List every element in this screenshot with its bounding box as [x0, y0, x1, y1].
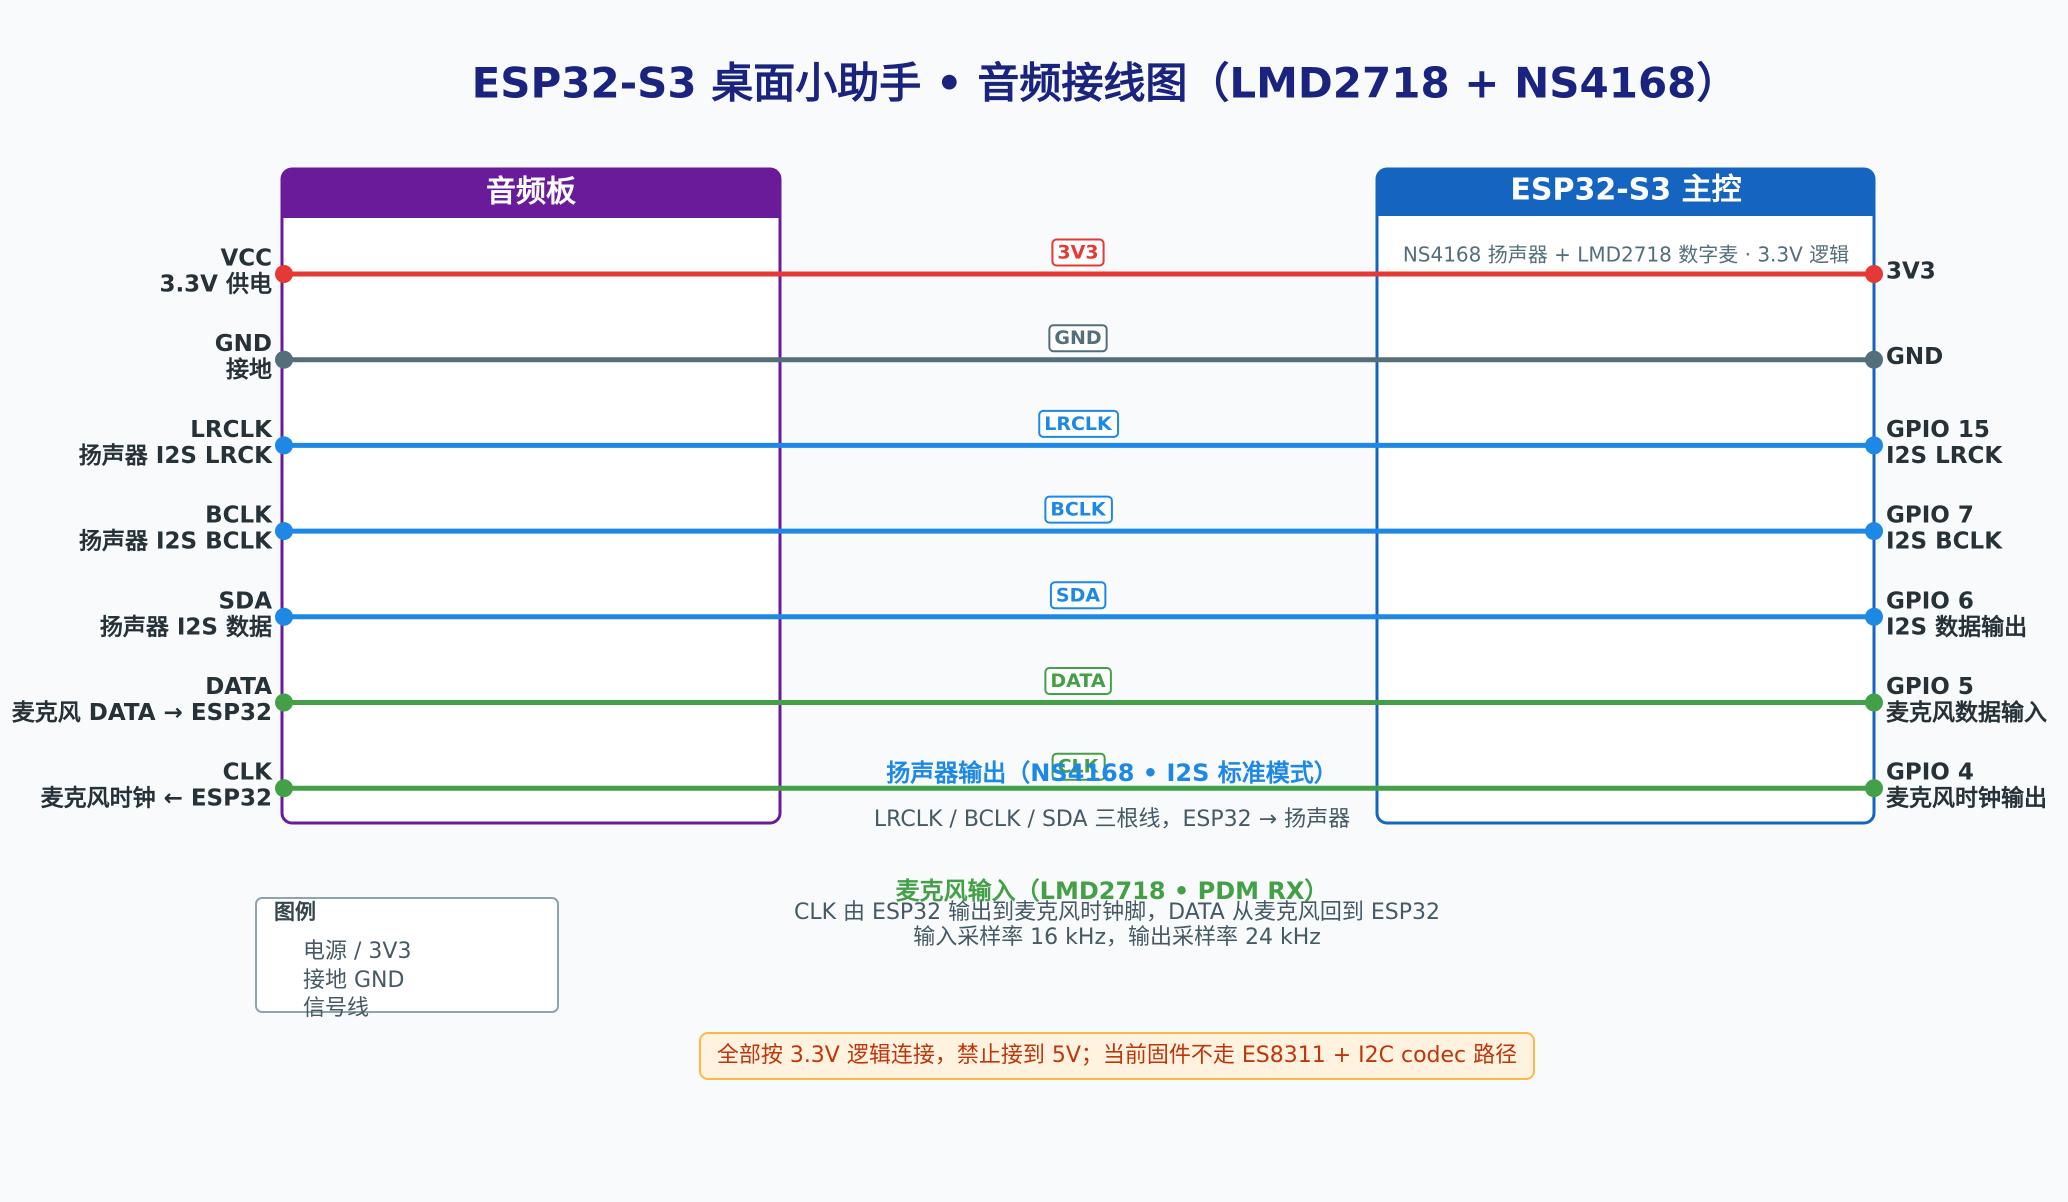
wire-label: 3V3 — [1057, 242, 1098, 264]
wire-label: SDA — [1056, 584, 1100, 606]
wire-label-box — [1048, 324, 1108, 353]
right-pin-desc: I2S 数据输出 — [1886, 613, 2027, 640]
right-title: ESP32-S3 主控 — [1510, 173, 1741, 208]
pin-dot — [275, 265, 293, 283]
pin-dot — [1865, 436, 1883, 455]
speaker-desc: LRCLK / BCLK / SDA 三根线，ESP32 → 扬声器 — [874, 807, 1350, 832]
right-pin-name: 3V3 — [1886, 259, 1936, 285]
pin-dot — [1865, 265, 1883, 283]
wire-label-box — [1051, 752, 1106, 781]
right-pin-desc: I2S LRCK — [1886, 443, 2003, 469]
wire-label-box — [1051, 238, 1105, 267]
left-pin-desc: 3.3V 供电 — [159, 271, 272, 298]
left-pin-name: DATA — [205, 674, 272, 700]
speaker-title: 扬声器输出（NS4168 • I2S 标准模式） — [886, 759, 1338, 787]
pin-dot — [1865, 693, 1883, 712]
left-pin-desc: 麦克风 DATA → ESP32 — [12, 699, 272, 726]
pin-dot — [1865, 522, 1883, 541]
left-pin-name: VCC — [220, 246, 272, 272]
pin-dot — [1865, 350, 1883, 369]
pin-dot — [275, 436, 293, 455]
wire-label-box — [1049, 581, 1107, 610]
legend-item: 信号线 — [303, 996, 369, 1021]
pin-dot — [275, 522, 293, 541]
left-pin-name: SDA — [219, 588, 273, 614]
left-pin-desc: 扬声器 I2S LRCK — [79, 442, 273, 469]
left-pin-desc: 麦克风时钟 ← ESP32 — [41, 785, 272, 812]
left-pin-desc: 扬声器 I2S 数据 — [100, 613, 272, 640]
right-header — [1377, 169, 1874, 216]
warning-box — [699, 1032, 1535, 1080]
pin-dot — [1865, 779, 1883, 798]
wire-label-box — [1038, 409, 1120, 438]
left-pin-name: BCLK — [205, 503, 273, 529]
left-pin-desc: 接地 — [226, 357, 272, 383]
wire-label: BCLK — [1050, 499, 1107, 521]
wire-label: LRCLK — [1044, 413, 1113, 435]
wire-label-box — [1044, 667, 1112, 695]
legend-item: 电源 / 3V3 — [303, 939, 411, 964]
pin-dot — [1865, 607, 1883, 626]
right-pin-name: GND — [1886, 344, 1943, 370]
left-board — [280, 167, 782, 825]
left-pin-desc: 扬声器 I2S BCLK — [79, 528, 273, 555]
right-pin-name: GPIO 4 — [1886, 760, 1974, 786]
wire-label: GND — [1054, 327, 1101, 349]
pin-dot — [275, 693, 293, 712]
legend-box — [255, 897, 559, 1013]
left-pin-name: GND — [215, 331, 272, 357]
mic-title: 麦克风输入（LMD2718 • PDM RX） — [896, 877, 1329, 905]
left-pin-name: LRCLK — [190, 417, 273, 443]
right-pin-name: GPIO 5 — [1886, 674, 1974, 700]
right-board — [1375, 167, 1876, 825]
right-subtitle: NS4168 扬声器 + LMD2718 数字麦 · 3.3V 逻辑 — [1403, 243, 1849, 267]
pin-dot — [275, 350, 293, 369]
right-pin-name: GPIO 7 — [1886, 503, 1974, 529]
right-pin-name: GPIO 15 — [1886, 417, 1990, 443]
warning: 全部按 3.3V 逻辑连接，禁止接到 5V；当前固件不走 ES8311 + I2… — [717, 1043, 1517, 1068]
left-title: 音频板 — [486, 175, 576, 210]
right-pin-desc: 麦克风数据输入 — [1886, 699, 2047, 726]
right-pin-desc: 麦克风时钟输出 — [1886, 785, 2047, 812]
wire-label: CLK — [1058, 756, 1100, 778]
right-pin-name: GPIO 6 — [1886, 588, 1974, 614]
mic-desc: CLK 由 ESP32 输出到麦克风时钟脚，DATA 从麦克风回到 ESP32 — [794, 900, 1440, 925]
left-header — [282, 169, 780, 218]
pin-dot — [275, 607, 293, 626]
title: ESP32-S3 桌面小助手 • 音频接线图（LMD2718 + NS4168） — [472, 59, 1739, 108]
wire-label: DATA — [1050, 670, 1105, 692]
right-pin-desc: I2S BCLK — [1886, 529, 2003, 555]
wire-label-box — [1044, 495, 1113, 524]
pin-dot — [275, 779, 293, 798]
mic-desc: 输入采样率 16 kHz，输出采样率 24 kHz — [913, 925, 1321, 950]
left-pin-name: CLK — [223, 760, 274, 786]
legend-title: 图例 — [274, 900, 316, 924]
legend-item: 接地 GND — [303, 968, 404, 993]
